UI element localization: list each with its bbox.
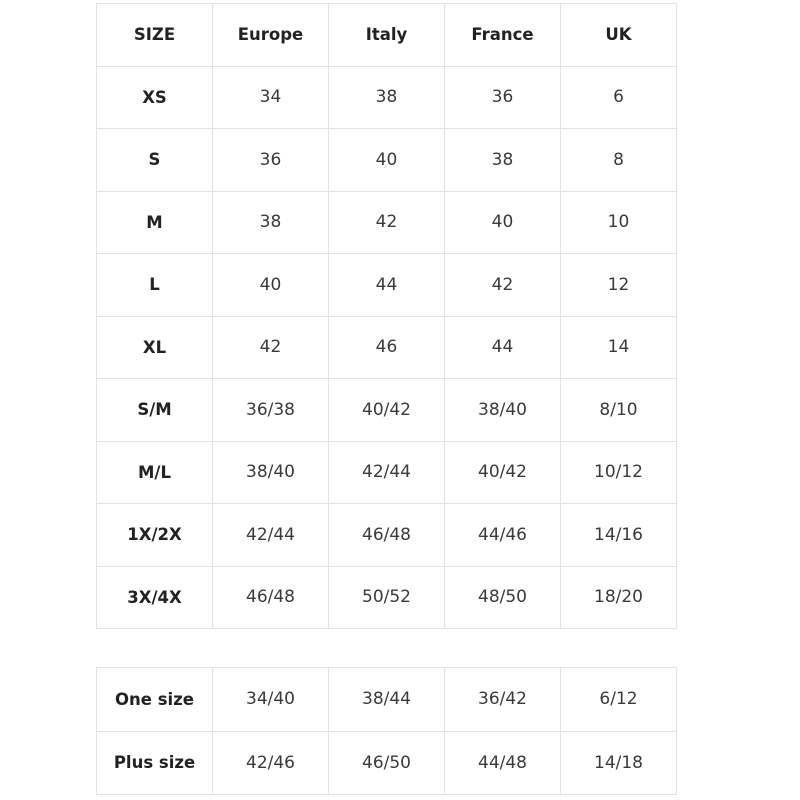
table-row: One size 34/40 38/44 36/42 6/12 — [96, 667, 677, 732]
table-row: L 40 44 42 12 — [96, 253, 677, 317]
size-value-cell: 8/10 — [560, 378, 677, 442]
size-value-cell: Europe — [212, 3, 329, 67]
size-value-cell: 50/52 — [328, 565, 445, 629]
size-value-cell: 38 — [212, 190, 329, 254]
size-value-cell: 38/44 — [328, 667, 445, 732]
size-value-cell: 34/40 — [212, 667, 329, 732]
table-row: 3X/4X 46/48 50/52 48/50 18/20 — [96, 565, 677, 629]
size-value-cell: 44/46 — [444, 503, 561, 567]
size-value-cell: 42/44 — [328, 440, 445, 504]
size-value-cell: 40 — [444, 190, 561, 254]
size-label-cell: SIZE — [96, 3, 213, 67]
size-label-cell: S — [96, 128, 213, 192]
table-row: S 36 40 38 8 — [96, 128, 677, 192]
size-value-cell: 46/48 — [328, 503, 445, 567]
size-value-cell: 46/50 — [328, 730, 445, 795]
size-value-cell: 40/42 — [444, 440, 561, 504]
size-value-cell: 14/18 — [560, 730, 677, 795]
table-row: S/M 36/38 40/42 38/40 8/10 — [96, 378, 677, 442]
size-label-cell: M — [96, 190, 213, 254]
size-value-cell: 40 — [212, 253, 329, 317]
size-value-cell: 42/46 — [212, 730, 329, 795]
table-row: 1X/2X 42/44 46/48 44/46 14/16 — [96, 503, 677, 567]
size-value-cell: 38 — [444, 128, 561, 192]
size-value-cell: France — [444, 3, 561, 67]
size-value-cell: 38/40 — [444, 378, 561, 442]
size-value-cell: 10 — [560, 190, 677, 254]
size-value-cell: 42 — [212, 315, 329, 379]
size-value-cell: 10/12 — [560, 440, 677, 504]
header-row: SIZE Europe Italy France UK — [96, 3, 677, 67]
extra-sizes-table: One size 34/40 38/44 36/42 6/12 Plus size 42/4… — [96, 667, 677, 795]
table-row: M 38 42 40 10 — [96, 190, 677, 254]
size-value-cell: 40/42 — [328, 378, 445, 442]
size-value-cell: 36 — [444, 65, 561, 129]
size-value-cell: 34 — [212, 65, 329, 129]
size-value-cell: 48/50 — [444, 565, 561, 629]
size-value-cell: 18/20 — [560, 565, 677, 629]
size-value-cell: 40 — [328, 128, 445, 192]
size-label-cell: S/M — [96, 378, 213, 442]
size-label-cell: L — [96, 253, 213, 317]
size-value-cell: 42 — [444, 253, 561, 317]
size-value-cell: 46 — [328, 315, 445, 379]
size-value-cell: 6 — [560, 65, 677, 129]
size-value-cell: 42/44 — [212, 503, 329, 567]
size-value-cell: 44 — [328, 253, 445, 317]
size-value-cell: 12 — [560, 253, 677, 317]
size-label-cell: 3X/4X — [96, 565, 213, 629]
size-label-cell: Plus size — [96, 730, 213, 795]
size-label-cell: 1X/2X — [96, 503, 213, 567]
size-value-cell: 36/38 — [212, 378, 329, 442]
size-value-cell: 6/12 — [560, 667, 677, 732]
size-value-cell: 14/16 — [560, 503, 677, 567]
size-value-cell: 36 — [212, 128, 329, 192]
table-row: XL 42 46 44 14 — [96, 315, 677, 379]
size-value-cell: 42 — [328, 190, 445, 254]
size-chart-table: SIZE Europe Italy France UK XS 34 38 36 6 S 36 40 38 8… — [96, 3, 677, 629]
size-value-cell: 46/48 — [212, 565, 329, 629]
size-label-cell: M/L — [96, 440, 213, 504]
size-value-cell: 38/40 — [212, 440, 329, 504]
size-label-cell: One size — [96, 667, 213, 732]
size-value-cell: 8 — [560, 128, 677, 192]
size-value-cell: 14 — [560, 315, 677, 379]
size-label-cell: XL — [96, 315, 213, 379]
size-value-cell: 44 — [444, 315, 561, 379]
size-value-cell: 44/48 — [444, 730, 561, 795]
size-value-cell: UK — [560, 3, 677, 67]
size-value-cell: Italy — [328, 3, 445, 67]
size-value-cell: 38 — [328, 65, 445, 129]
table-row: XS 34 38 36 6 — [96, 65, 677, 129]
size-label-cell: XS — [96, 65, 213, 129]
table-row: Plus size 42/46 46/50 44/48 14/18 — [96, 730, 677, 795]
table-row: M/L 38/40 42/44 40/42 10/12 — [96, 440, 677, 504]
size-value-cell: 36/42 — [444, 667, 561, 732]
